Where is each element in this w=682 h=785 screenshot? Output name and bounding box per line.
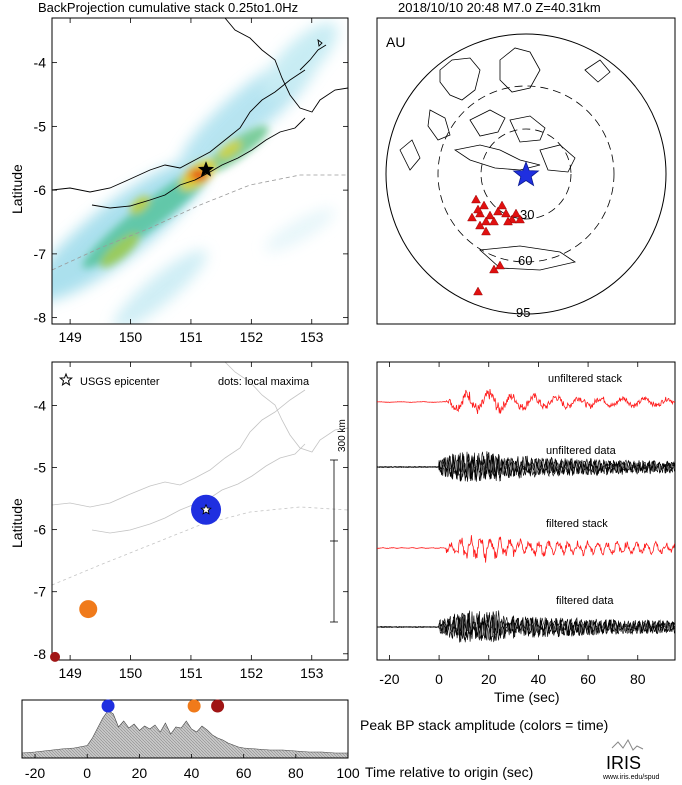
peak-amplitude-xtick-label: 60 (236, 765, 252, 781)
heatmap-ylabel: Latitude (9, 164, 25, 214)
time-marker-dot (101, 699, 115, 713)
scale-bar-label: 300 km (337, 419, 348, 452)
waveform-trace (377, 610, 675, 643)
heatmap-xtick-label: 150 (119, 329, 143, 345)
peak-amplitude-xtick-label: 100 (336, 765, 360, 781)
station-triangle-icon (497, 200, 507, 210)
station-triangle-icon (495, 260, 505, 270)
maxima-xtick-label: 150 (119, 665, 143, 681)
station-triangle-icon (471, 194, 481, 204)
station-triangle-icon (493, 206, 503, 216)
map-label: AU (386, 34, 405, 50)
heatmap-ytick-label: -5 (34, 118, 47, 134)
station-triangle-icon (473, 286, 483, 296)
peak-amplitude-xtick-label: -20 (25, 765, 45, 781)
heatmap-xtick-label: 152 (240, 329, 264, 345)
peak-amplitude-xlabel: Time relative to origin (sec) (365, 764, 533, 780)
peak-amplitude-xtick-label: 80 (288, 765, 304, 781)
station-triangle-icon (481, 226, 491, 236)
heatmap-xtick-label: 153 (300, 329, 324, 345)
svg-text:IRIS: IRIS (606, 753, 641, 773)
peak-amplitude-xtick-label: 0 (83, 765, 91, 781)
station-triangle-icon (503, 216, 513, 226)
peak-amplitude-xtick-label: 20 (132, 765, 148, 781)
legend-label: USGS epicenter (80, 376, 160, 388)
maxima-ytick-label: -4 (34, 397, 47, 413)
heatmap-ytick-label: -6 (34, 182, 47, 198)
waveform-label: unfiltered data (546, 445, 617, 457)
distance-ring-labels: 30 60 95 (516, 207, 534, 320)
station-triangle-icon (481, 216, 491, 226)
maxima-ylabel: Latitude (9, 498, 25, 548)
waveform-label: filtered stack (546, 518, 608, 530)
iris-logo: IRIS www.iris.edu/spud (602, 738, 660, 781)
maxima-ytick-label: -8 (34, 646, 47, 662)
station-triangle-icon (479, 200, 489, 210)
waveform-trace (377, 388, 675, 415)
maxima-note: dots: local maxima (218, 376, 310, 388)
amplitude-area (22, 710, 348, 758)
maxima-xtick-label: 151 (179, 665, 203, 681)
waveform-xtick-label: -20 (379, 671, 399, 687)
waveform-xtick-label: 0 (435, 671, 443, 687)
maxima-ytick-label: -5 (34, 460, 47, 476)
heatmap-ytick-label: -8 (34, 310, 47, 326)
epicenter-star-icon (197, 160, 215, 177)
station-triangle-icon (489, 216, 499, 226)
local-maximum-dot (50, 651, 61, 662)
peak-amplitude-panel: -20 0 20 40 60 80 100 Peak BP stack amplitude … (21, 699, 608, 781)
array-stations (467, 194, 525, 296)
right-title: 2018/10/10 20:48 M7.0 Z=40.31km (398, 0, 601, 15)
heatmap-panel: 149 150 151 152 153 -4 -5 -6 -7 -8 (34, 17, 349, 345)
waveform-trace (377, 451, 675, 482)
station-map-panel: 30 60 95 AU (376, 17, 676, 325)
heatmap-ytick-label: -7 (34, 246, 47, 262)
maxima-ytick-label: -7 (34, 584, 47, 600)
svg-text:60: 60 (518, 253, 532, 268)
station-triangle-icon (473, 204, 483, 214)
maxima-xtick-label: 153 (300, 665, 324, 681)
legend-star-icon (59, 372, 73, 387)
maxima-xtick-label: 149 (58, 665, 82, 681)
peak-amplitude-title: Peak BP stack amplitude (colors = time) (360, 717, 608, 733)
svg-text:www.iris.edu/spud: www.iris.edu/spud (602, 774, 660, 781)
heatmap-ytick-label: -4 (34, 55, 47, 71)
station-triangle-icon (475, 220, 485, 230)
waveform-trace (377, 535, 675, 563)
station-triangle-icon (485, 210, 495, 220)
left-title: BackProjection cumulative stack 0.25to1.… (38, 0, 298, 15)
maxima-ytick-label: -6 (34, 522, 47, 538)
local-maximum-dot (79, 600, 98, 619)
time-marker-dot (211, 699, 225, 713)
maxima-xtick-label: 152 (240, 665, 264, 681)
svg-text:30: 30 (520, 207, 534, 222)
time-markers (101, 699, 225, 713)
station-triangle-icon (501, 208, 511, 218)
peak-amplitude-xtick-label: 40 (184, 765, 200, 781)
usgs-epicenter-star-icon (200, 503, 212, 515)
waveform-xtick-label: 80 (630, 671, 646, 687)
waveform-xtick-label: 20 (481, 671, 497, 687)
time-marker-dot (187, 699, 201, 713)
waveform-label: filtered data (556, 595, 614, 607)
waveform-xlabel: Time (sec) (494, 689, 560, 705)
source-star-icon (512, 160, 540, 187)
heatmap-xtick-label: 149 (58, 329, 82, 345)
waveform-panel: unfiltered stack unfiltered data filtered … (376, 361, 676, 687)
station-triangle-icon (467, 212, 477, 222)
heatmap-field (52, 18, 348, 324)
station-triangle-icon (515, 214, 525, 224)
waveform-xtick-label: 40 (531, 671, 547, 687)
waveform-label: unfiltered stack (548, 373, 622, 385)
scale-bar (330, 459, 338, 623)
waveform-xtick-label: 60 (580, 671, 596, 687)
station-triangle-icon (511, 208, 521, 218)
heatmap-xtick-label: 151 (179, 329, 203, 345)
maxima-panel: 149 150 151 152 153 -4 -5 -6 -7 -8 USGS epicenter… (34, 361, 349, 681)
svg-text:95: 95 (516, 305, 530, 320)
